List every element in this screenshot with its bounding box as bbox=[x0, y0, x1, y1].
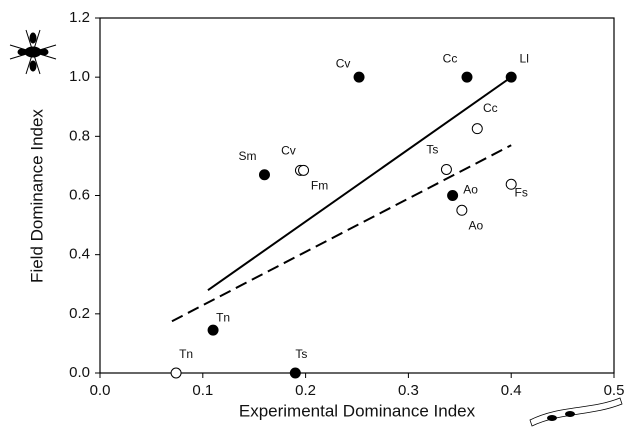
y-tick-label: 0.2 bbox=[69, 305, 90, 322]
point-label: Ao bbox=[469, 218, 484, 232]
point-label: Fm bbox=[311, 179, 328, 193]
y-axis-title: Field Dominance Index bbox=[27, 109, 46, 283]
y-tick-label: 0.4 bbox=[69, 246, 90, 263]
x-tick-label: 0.1 bbox=[192, 382, 213, 399]
x-tick-label: 0.5 bbox=[604, 382, 625, 399]
point-label: Cv bbox=[336, 56, 351, 70]
data-point bbox=[440, 163, 452, 175]
point-label: Tn bbox=[179, 347, 193, 361]
data-point bbox=[471, 123, 483, 135]
data-point bbox=[170, 367, 182, 379]
x-tick-label: 0.0 bbox=[90, 382, 111, 399]
data-point bbox=[505, 71, 517, 83]
data-point bbox=[258, 169, 270, 181]
x-tick-label: 0.2 bbox=[295, 382, 316, 399]
y-tick-label: 0.6 bbox=[69, 186, 90, 203]
point-label: Sm bbox=[238, 149, 256, 163]
data-point bbox=[505, 178, 517, 190]
point-label: Ts bbox=[426, 143, 438, 157]
fit-line bbox=[171, 144, 512, 323]
x-tick-label: 0.4 bbox=[501, 382, 522, 399]
data-point bbox=[207, 324, 219, 336]
ant-icon-bottom bbox=[529, 397, 623, 427]
data-point bbox=[447, 190, 459, 201]
point-label: Ts bbox=[295, 347, 307, 361]
plot-frame bbox=[99, 17, 615, 374]
fit-line bbox=[207, 76, 512, 291]
point-label: Ll bbox=[520, 51, 529, 65]
x-tick-label: 0.3 bbox=[398, 382, 419, 399]
point-label: Fs bbox=[515, 185, 528, 199]
point-label: Tn bbox=[216, 310, 230, 324]
point-label: Cc bbox=[483, 101, 498, 115]
y-tick-label: 0.8 bbox=[69, 127, 90, 144]
y-tick-label: 1.2 bbox=[69, 9, 90, 26]
data-point bbox=[456, 204, 468, 216]
point-label: Cc bbox=[443, 51, 458, 65]
x-axis-title: Experimental Dominance Index bbox=[239, 401, 476, 420]
point-label: Ao bbox=[463, 183, 478, 197]
y-tick-label: 1.0 bbox=[69, 68, 90, 85]
data-point bbox=[461, 71, 473, 83]
ant-icon-top bbox=[9, 29, 57, 75]
data-point bbox=[298, 164, 310, 176]
point-label: Cv bbox=[281, 144, 296, 158]
data-point bbox=[289, 367, 301, 379]
data-point bbox=[353, 71, 365, 83]
y-tick-label: 0.0 bbox=[69, 364, 90, 381]
